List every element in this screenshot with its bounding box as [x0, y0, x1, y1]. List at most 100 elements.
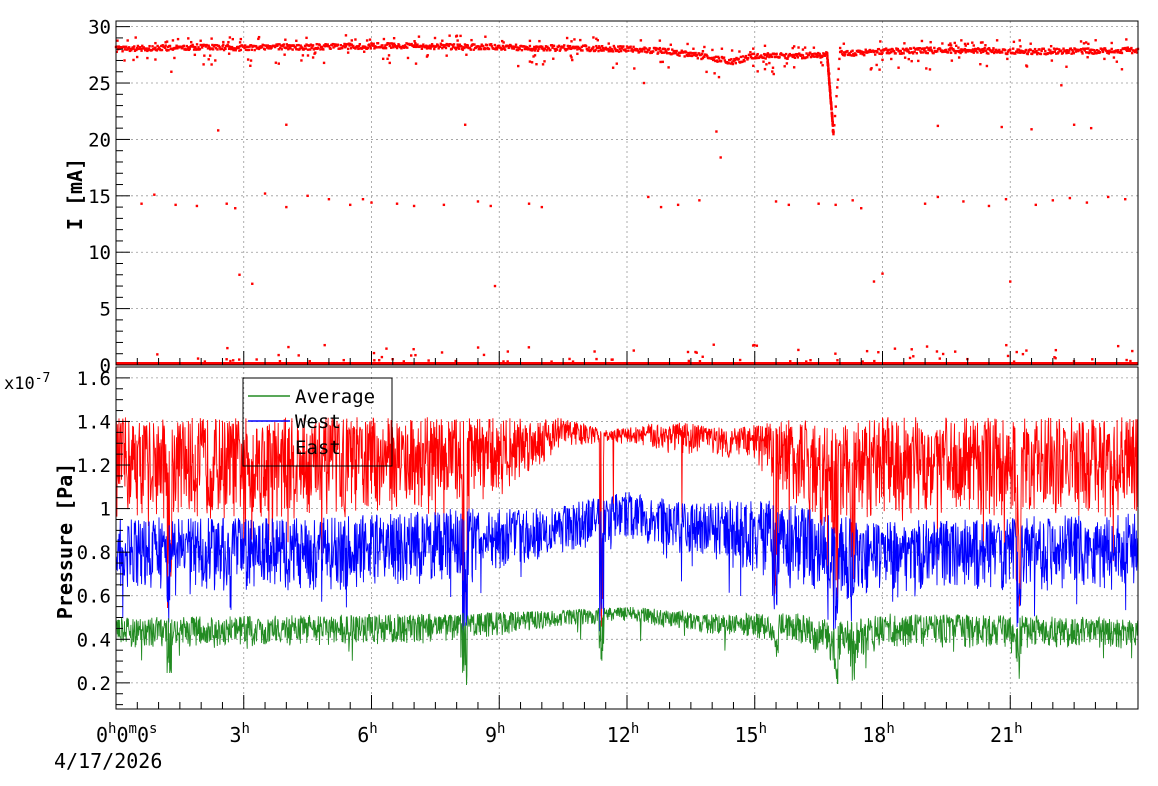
current-point — [568, 357, 571, 361]
current-point — [838, 46, 842, 50]
current-point — [300, 46, 304, 50]
current-point — [643, 46, 646, 49]
current-point — [801, 57, 804, 60]
current-point — [439, 42, 443, 45]
current-point — [657, 51, 660, 54]
current-point — [701, 49, 705, 53]
current-point — [626, 46, 629, 49]
current-point — [829, 99, 833, 102]
current-point — [516, 46, 519, 49]
current-point — [211, 48, 215, 51]
pressure-y-axis-label: Pressure [Pa] — [53, 463, 77, 620]
current-point — [476, 200, 480, 203]
current-point — [821, 64, 824, 67]
current-point — [1014, 52, 1017, 55]
current-point — [1115, 49, 1119, 52]
current-point — [1016, 48, 1019, 51]
current-point — [291, 48, 294, 51]
current-point — [198, 47, 202, 51]
current-point — [373, 47, 376, 50]
current-point — [459, 34, 462, 38]
current-point — [565, 48, 569, 51]
current-point — [568, 45, 572, 48]
current-point — [1051, 199, 1055, 202]
current-point — [563, 44, 566, 47]
current-point — [427, 359, 430, 362]
current-point — [495, 48, 499, 51]
current-point — [632, 45, 635, 49]
current-point — [481, 44, 485, 48]
current-point — [503, 48, 507, 51]
current-point — [827, 73, 831, 76]
current-point — [1106, 51, 1109, 55]
current-point — [863, 51, 867, 54]
current-point — [1055, 52, 1058, 55]
current-point — [579, 47, 582, 50]
current-point — [265, 46, 269, 49]
current-point — [755, 344, 759, 347]
current-point — [693, 53, 697, 57]
current-point — [815, 53, 818, 56]
current-point — [1101, 50, 1105, 54]
current-point — [859, 52, 862, 55]
current-point — [135, 46, 139, 50]
current-point — [760, 54, 763, 57]
current-point — [1057, 51, 1060, 54]
current-point — [828, 85, 832, 88]
current-point — [1082, 48, 1086, 51]
x-tick-hours: 6 — [357, 723, 369, 747]
current-point — [1091, 358, 1094, 361]
current-point — [861, 360, 864, 363]
current-point — [954, 51, 957, 55]
current-point — [891, 48, 894, 51]
current-point — [252, 44, 256, 48]
current-point — [390, 46, 393, 49]
current-point — [412, 347, 415, 351]
current-point — [1035, 49, 1038, 53]
current-point — [1110, 47, 1113, 51]
current-point — [870, 67, 873, 70]
current-point — [450, 47, 453, 50]
current-point — [836, 359, 839, 362]
current-point — [865, 349, 869, 353]
current-point — [1065, 51, 1068, 55]
current-point — [831, 116, 834, 120]
current-point — [908, 51, 911, 55]
current-point — [352, 44, 355, 48]
current-point — [775, 52, 778, 56]
current-point — [196, 48, 199, 51]
current-point — [226, 43, 229, 47]
current-point — [729, 62, 732, 65]
current-point — [771, 70, 774, 73]
current-point — [520, 48, 524, 52]
current-point — [1060, 49, 1063, 52]
current-point — [1025, 48, 1028, 52]
current-point — [136, 44, 140, 48]
current-point — [267, 47, 270, 50]
current-point — [987, 204, 991, 208]
current-point — [827, 76, 831, 79]
current-point — [982, 50, 985, 54]
current-point — [676, 53, 680, 57]
current-point — [787, 54, 791, 57]
current-point — [614, 47, 617, 51]
current-point — [1052, 50, 1055, 54]
current-point — [1047, 48, 1051, 51]
current-point — [901, 47, 905, 51]
current-point — [356, 46, 359, 49]
current-point — [456, 43, 459, 46]
current-point — [129, 47, 132, 51]
current-point — [227, 40, 230, 44]
current-point — [698, 360, 702, 363]
current-point — [829, 91, 832, 95]
current-point — [893, 347, 897, 350]
current-point — [413, 40, 416, 43]
current-point — [346, 51, 350, 54]
current-point — [706, 55, 709, 58]
current-point — [1098, 50, 1102, 54]
current-point — [771, 55, 774, 59]
current-point — [322, 61, 326, 65]
current-point — [941, 42, 944, 45]
current-point — [565, 36, 569, 40]
current-point — [752, 64, 755, 68]
